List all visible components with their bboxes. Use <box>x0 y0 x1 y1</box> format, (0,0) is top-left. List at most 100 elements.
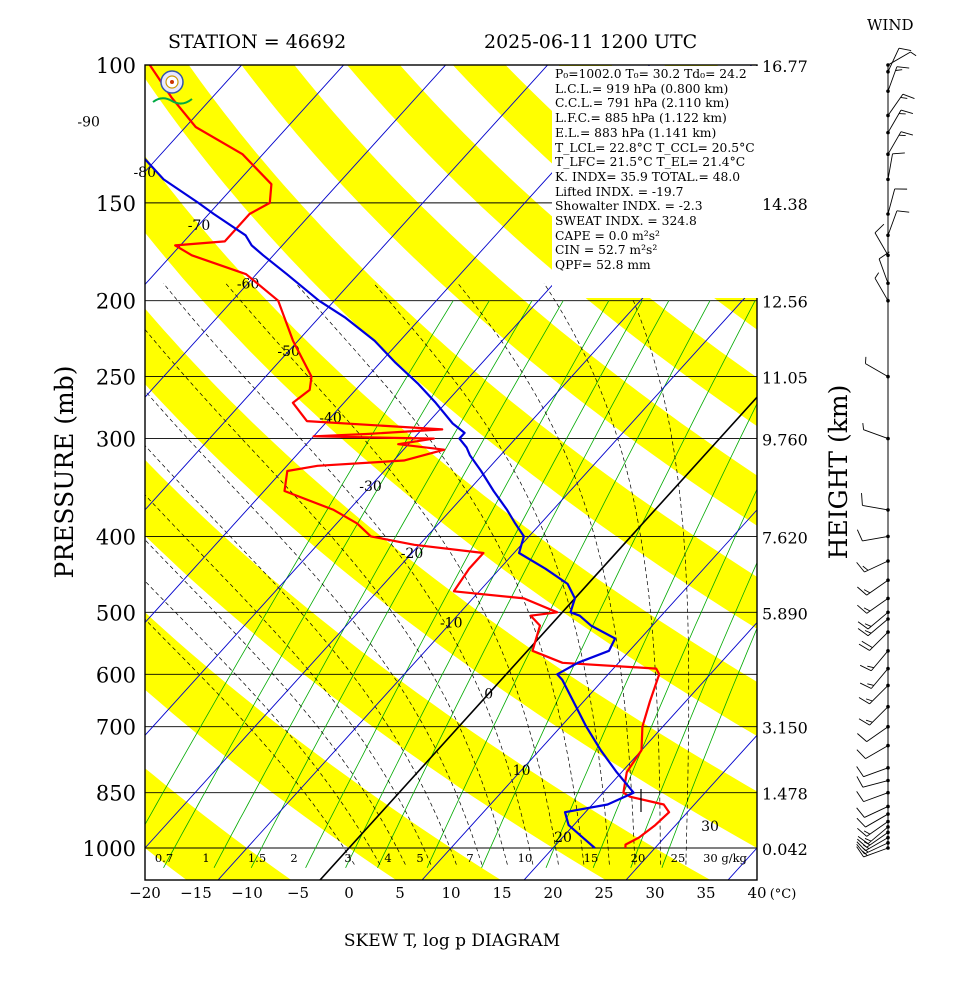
wind-barb <box>857 791 890 802</box>
wind-barb-flag <box>857 605 866 613</box>
pressure-tick-label: 850 <box>96 782 136 806</box>
y-axis-title-right: HEIGHT (km) <box>824 385 853 560</box>
wind-barb-flag <box>864 608 870 611</box>
temperature-tick-label: 40 <box>747 884 766 902</box>
info-line: QPF= 52.8 mm <box>555 258 758 273</box>
wind-barb-flag <box>866 720 872 722</box>
temperature-unit-label: (°C) <box>770 887 797 902</box>
sounding-indices-box: P₀=1002.0 T₀= 30.2 Td₀= 24.2 L.C.L.= 919… <box>552 66 758 298</box>
temperature-tick-label: 0 <box>344 884 354 902</box>
info-line: T_LCL= 22.8°C T_CCL= 20.5°C <box>555 141 758 156</box>
storm-lab-logo <box>148 68 196 108</box>
wind-barb-flag <box>875 273 879 279</box>
wind-barb <box>857 559 890 572</box>
wind-barb <box>865 357 889 378</box>
mixing-ratio-label: 1 <box>202 851 209 865</box>
pressure-tick-label: 700 <box>96 716 136 740</box>
temperature-tick-label: −15 <box>180 884 212 902</box>
wind-barb-flag <box>901 132 913 135</box>
temperature-tick-label: 15 <box>492 884 511 902</box>
wind-barb-shaft <box>864 768 888 777</box>
wind-barb-flag <box>911 52 917 56</box>
pressure-tick-label: 100 <box>96 54 136 78</box>
mixing-ratio-label: 10 <box>518 851 533 865</box>
wind-barb-shaft <box>875 233 888 256</box>
wind-barb-flag <box>859 719 870 725</box>
wind-barb-flag <box>858 622 868 629</box>
wind-barb-shaft <box>862 536 888 541</box>
wind-barb-flag <box>901 110 913 113</box>
info-line: K. INDX= 35.9 TOTAL.= 48.0 <box>555 170 758 185</box>
height-tick-label: 14.38 <box>762 195 808 214</box>
mixing-ratio-label: 2 <box>290 851 297 865</box>
wind-barb-flag <box>857 776 863 787</box>
wind-barb-shaft <box>864 430 888 439</box>
temperature-tick-label: −10 <box>231 884 263 902</box>
wind-barb-flag <box>875 224 884 233</box>
wind-barb <box>859 684 890 704</box>
wind-barb-shaft <box>867 727 888 742</box>
height-tick-label: 5.890 <box>762 604 808 623</box>
wind-barb-flag <box>865 631 871 634</box>
temperature-tick-label: 10 <box>441 884 460 902</box>
wind-barb <box>859 705 890 725</box>
wind-barb-flag <box>899 48 911 50</box>
wind-barb-shaft <box>888 189 895 214</box>
wind-barb-flag <box>857 828 866 836</box>
wind-barb <box>857 766 890 777</box>
wind-barb <box>860 667 890 689</box>
pressure-tick-label: 1000 <box>83 837 136 861</box>
wind-barb <box>886 52 916 67</box>
wind-title: WIND <box>867 16 914 34</box>
wind-barb <box>858 617 890 636</box>
info-line: Lifted INDX. = -19.7 <box>555 185 758 200</box>
wind-barb-shaft <box>863 781 888 788</box>
isotherm-label: -30 <box>359 479 382 495</box>
wind-barb-flag <box>857 818 866 827</box>
wind-barb-shaft <box>864 793 888 802</box>
wind-barb-flag <box>858 836 868 843</box>
isotherm-label: 0 <box>484 687 493 703</box>
wind-barb-flag <box>862 493 863 505</box>
temperature-tick-label: 25 <box>594 884 613 902</box>
isotherm-label: -60 <box>237 276 260 292</box>
wind-barb-flag <box>893 153 905 154</box>
wind-barb <box>857 744 890 759</box>
temperature-tick-label: 30 <box>645 884 664 902</box>
isotherm-label: 10 <box>513 763 531 779</box>
pressure-tick-label: 500 <box>96 601 136 625</box>
mixing-ratio-label: 7 <box>466 851 473 865</box>
wind-barb-flag <box>897 211 909 212</box>
wind-barb-shaft <box>879 259 888 283</box>
wind-barb-flag <box>857 587 866 595</box>
wind-barb <box>886 110 913 134</box>
wind-barb <box>886 211 909 237</box>
wind-barb <box>857 578 889 595</box>
wind-barb-flag <box>857 750 866 759</box>
height-tick-label: 3.150 <box>762 719 808 738</box>
temperature-tick-label: 5 <box>395 884 405 902</box>
info-line: SWEAT INDX. = 324.8 <box>555 214 758 229</box>
info-line: CIN = 52.7 m²s² <box>555 243 758 258</box>
mixing-ratio-label: 3 <box>344 851 351 865</box>
info-line: CAPE = 0.0 m²s² <box>555 229 758 244</box>
wind-barb-flag <box>867 684 874 686</box>
wind-barb-flag <box>863 566 868 570</box>
isotherm-label: 20 <box>554 830 572 846</box>
temperature-tick-label: −20 <box>129 884 161 902</box>
info-line: P₀=1002.0 T₀= 30.2 Td₀= 24.2 <box>555 67 758 82</box>
wind-barb-flag <box>858 628 868 635</box>
info-line: C.C.L.= 791 hPa (2.110 km) <box>555 96 758 111</box>
info-line: Showalter INDX. = -2.3 <box>555 199 758 214</box>
wind-barb <box>862 493 890 512</box>
isotherm-label: -40 <box>319 411 342 427</box>
wind-barb-shaft <box>862 505 888 510</box>
wind-barb <box>857 530 889 541</box>
wind-barb-flag <box>860 683 871 688</box>
wind-barb-shaft <box>888 154 893 180</box>
wind-barb-flag <box>865 624 871 627</box>
wind-barb-flag <box>864 831 870 834</box>
info-line: T_LFC= 21.5°C T_EL= 21.4°C <box>555 155 758 170</box>
wind-barb <box>857 846 890 857</box>
